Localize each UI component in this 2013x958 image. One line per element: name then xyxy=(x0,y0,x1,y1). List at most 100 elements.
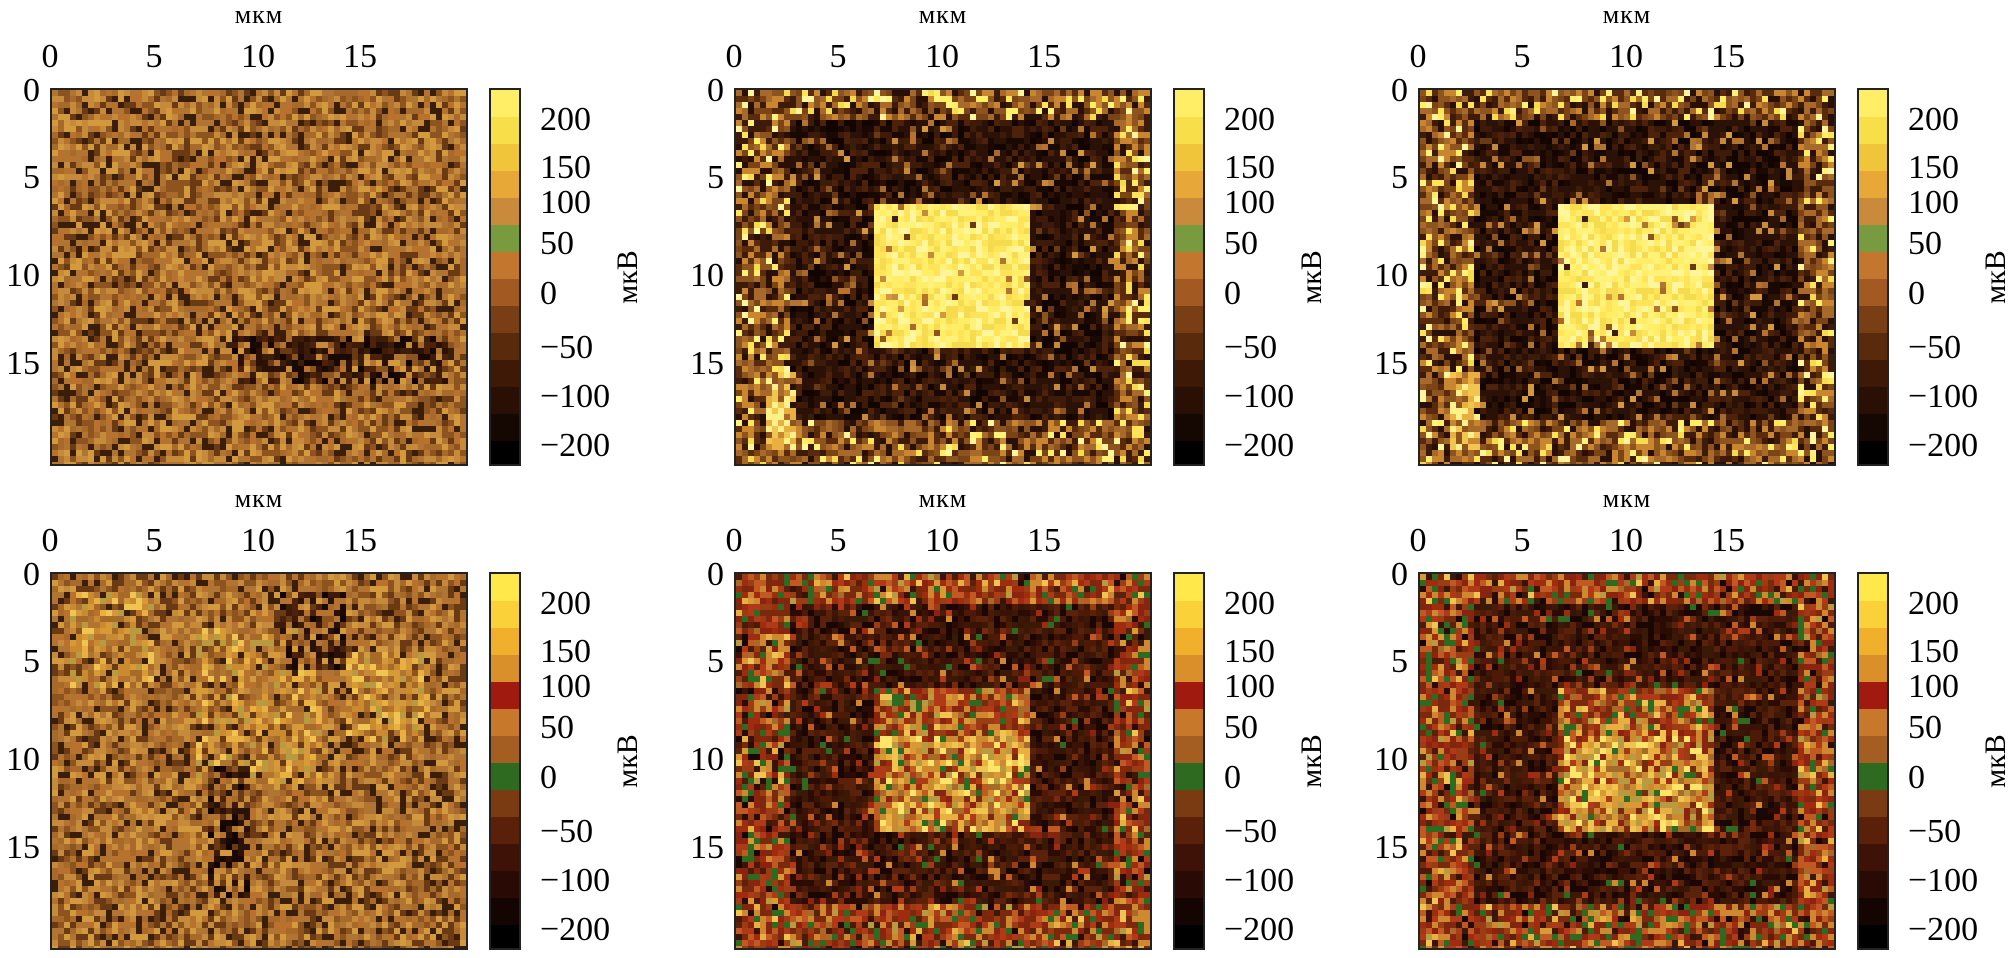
x-axis-title: мкм xyxy=(1418,0,1836,30)
y-tick-label: 0 xyxy=(0,556,40,594)
colorbar-tick-label: 0 xyxy=(540,759,557,797)
colorbar-tick-label: 100 xyxy=(1224,184,1275,222)
heatmap-panel-3: мкм 0 5 10 15 0 5 10 15 200 150 100 50 0 −50 −100 −200 мк… xyxy=(1368,0,2013,470)
colorbar-tick-label: −200 xyxy=(1908,427,1978,465)
colorbar-tick-label: 50 xyxy=(540,709,574,747)
colorbar-label: мкВ xyxy=(611,734,645,788)
heatmap-canvas xyxy=(736,90,1150,464)
colorbar-tick-label: −100 xyxy=(1908,378,1978,416)
colorbar-tick-label: −50 xyxy=(540,329,593,367)
y-tick-label: 5 xyxy=(0,159,40,197)
colorbar-tick-label: −200 xyxy=(540,427,610,465)
heatmap-panel-6: мкм 0 5 10 15 0 5 10 15 200 150 100 50 0 −50 −100 −200 мк… xyxy=(1368,484,2013,954)
colorbar xyxy=(1173,88,1205,466)
x-tick-label: 10 xyxy=(241,38,275,76)
x-tick-label: 0 xyxy=(42,38,59,76)
y-tick-label: 10 xyxy=(684,741,724,779)
colorbar-label: мкВ xyxy=(1295,734,1329,788)
x-tick-label: 5 xyxy=(1514,522,1531,560)
colorbar-tick-label: 100 xyxy=(540,668,591,706)
y-tick-label: 5 xyxy=(0,643,40,681)
colorbar-tick-label: −200 xyxy=(1224,427,1294,465)
y-tick-label: 10 xyxy=(1368,741,1408,779)
colorbar-tick-label: −200 xyxy=(1908,911,1978,949)
colorbar-tick-label: 50 xyxy=(1224,225,1258,263)
heatmap-image xyxy=(734,88,1152,466)
colorbar-tick-label: 0 xyxy=(1908,275,1925,313)
x-axis-title: мкм xyxy=(734,0,1152,30)
x-tick-label: 5 xyxy=(1514,38,1531,76)
x-tick-label: 0 xyxy=(42,522,59,560)
y-tick-label: 0 xyxy=(684,72,724,110)
heatmap-canvas xyxy=(1420,90,1834,464)
x-tick-label: 0 xyxy=(726,38,743,76)
colorbar-tick-label: 0 xyxy=(1224,275,1241,313)
x-tick-label: 5 xyxy=(146,38,163,76)
y-tick-label: 0 xyxy=(684,556,724,594)
colorbar-tick-label: 100 xyxy=(1224,668,1275,706)
heatmap-canvas xyxy=(736,574,1150,948)
colorbar xyxy=(1857,572,1889,950)
colorbar-tick-label: −100 xyxy=(540,862,610,900)
y-tick-label: 5 xyxy=(1368,643,1408,681)
colorbar-tick-label: 150 xyxy=(1908,633,1959,671)
y-tick-label: 0 xyxy=(0,72,40,110)
y-tick-label: 5 xyxy=(1368,159,1408,197)
colorbar-tick-label: 150 xyxy=(540,633,591,671)
x-tick-label: 10 xyxy=(925,522,959,560)
colorbar-tick-label: 150 xyxy=(1224,633,1275,671)
x-tick-label: 15 xyxy=(343,38,377,76)
colorbar-tick-label: −50 xyxy=(1908,813,1961,851)
heatmap-canvas xyxy=(52,90,466,464)
colorbar-tick-label: −100 xyxy=(1224,378,1294,416)
heatmap-image xyxy=(50,572,468,950)
x-tick-label: 15 xyxy=(1027,38,1061,76)
y-tick-label: 5 xyxy=(684,643,724,681)
colorbar-tick-label: 200 xyxy=(540,101,591,139)
colorbar-tick-label: 150 xyxy=(1908,149,1959,187)
colorbar-tick-label: 50 xyxy=(540,225,574,263)
colorbar-tick-label: −50 xyxy=(1908,329,1961,367)
y-tick-label: 10 xyxy=(1368,257,1408,295)
colorbar-tick-label: −50 xyxy=(1224,813,1277,851)
heatmap-canvas xyxy=(52,574,466,948)
colorbar-tick-label: 150 xyxy=(1224,149,1275,187)
colorbar-tick-label: 50 xyxy=(1224,709,1258,747)
colorbar xyxy=(489,572,521,950)
colorbar-tick-label: 200 xyxy=(1224,585,1275,623)
x-tick-label: 5 xyxy=(146,522,163,560)
y-tick-label: 10 xyxy=(684,257,724,295)
heatmap-image xyxy=(1418,572,1836,950)
heatmap-image xyxy=(734,572,1152,950)
y-tick-label: 15 xyxy=(684,829,724,867)
x-axis-title: мкм xyxy=(50,484,468,514)
heatmap-panel-5: мкм 0 5 10 15 0 5 10 15 200 150 100 50 0 −50 −100 −200 мк… xyxy=(684,484,1334,954)
colorbar-label: мкВ xyxy=(611,250,645,304)
colorbar-tick-label: −100 xyxy=(540,378,610,416)
x-tick-label: 5 xyxy=(830,38,847,76)
colorbar xyxy=(489,88,521,466)
colorbar-label: мкВ xyxy=(1979,734,2013,788)
y-tick-label: 15 xyxy=(0,345,40,383)
x-tick-label: 15 xyxy=(1027,522,1061,560)
colorbar-tick-label: 100 xyxy=(1908,668,1959,706)
colorbar-tick-label: −200 xyxy=(1224,911,1294,949)
colorbar-tick-label: 100 xyxy=(540,184,591,222)
colorbar xyxy=(1857,88,1889,466)
colorbar-tick-label: −100 xyxy=(1908,862,1978,900)
colorbar-tick-label: −50 xyxy=(540,813,593,851)
x-tick-label: 5 xyxy=(830,522,847,560)
colorbar-tick-label: 150 xyxy=(540,149,591,187)
y-tick-label: 15 xyxy=(684,345,724,383)
colorbar-tick-label: −100 xyxy=(1224,862,1294,900)
colorbar-tick-label: 200 xyxy=(1224,101,1275,139)
x-axis-title: мкм xyxy=(734,484,1152,514)
y-tick-label: 10 xyxy=(0,741,40,779)
colorbar-tick-label: 0 xyxy=(1908,759,1925,797)
colorbar-tick-label: −50 xyxy=(1224,329,1277,367)
y-tick-label: 0 xyxy=(1368,72,1408,110)
x-tick-label: 15 xyxy=(1711,38,1745,76)
x-tick-label: 0 xyxy=(1410,522,1427,560)
heatmap-canvas xyxy=(1420,574,1834,948)
x-axis-title: мкм xyxy=(1418,484,1836,514)
